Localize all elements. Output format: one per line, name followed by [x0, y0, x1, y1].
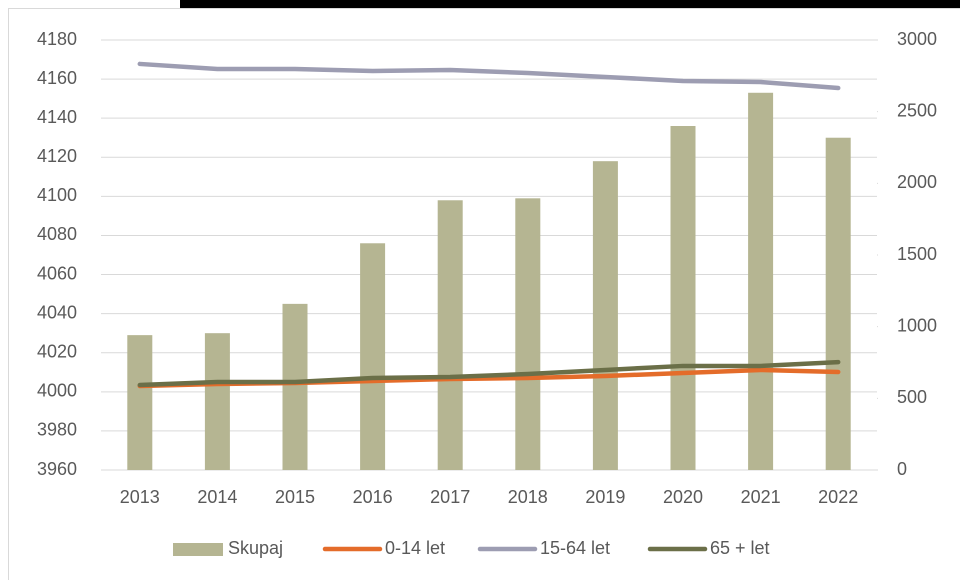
x-tick-label: 2020	[663, 487, 703, 507]
legend-label: Skupaj	[228, 538, 283, 558]
y-tick-label: 4180	[37, 29, 77, 49]
y-tick-label: 3960	[37, 459, 77, 479]
bar	[360, 243, 385, 470]
legend-swatch	[173, 543, 223, 556]
y2-tick-label: 2500	[897, 100, 937, 120]
x-tick-label: 2018	[508, 487, 548, 507]
y2-tick-label: 500	[897, 387, 927, 407]
top-bar	[180, 0, 960, 8]
x-tick-label: 2019	[585, 487, 625, 507]
bar	[438, 200, 463, 470]
x-tick-label: 2022	[818, 487, 858, 507]
x-tick-label: 2015	[275, 487, 315, 507]
y2-tick-label: 1500	[897, 244, 937, 264]
legend-label: 65 + let	[710, 538, 770, 558]
x-tick-label: 2017	[430, 487, 470, 507]
bar	[283, 304, 308, 470]
bar	[593, 161, 618, 470]
bar	[671, 126, 696, 470]
legend-label: 0-14 let	[385, 538, 445, 558]
bar	[515, 198, 540, 470]
bar	[127, 335, 152, 470]
y2-tick-label: 0	[897, 459, 907, 479]
y2-tick-label: 3000	[897, 29, 937, 49]
bar	[826, 138, 851, 470]
x-tick-label: 2013	[120, 487, 160, 507]
y-tick-label: 4060	[37, 263, 77, 283]
x-tick-label: 2016	[353, 487, 393, 507]
y-tick-label: 4000	[37, 381, 77, 401]
y2-tick-label: 1000	[897, 315, 937, 335]
bar	[748, 93, 773, 470]
y-tick-label: 3980	[37, 420, 77, 440]
y-tick-label: 4160	[37, 68, 77, 88]
y-tick-label: 4100	[37, 185, 77, 205]
y-tick-label: 4140	[37, 107, 77, 127]
x-tick-label: 2021	[741, 487, 781, 507]
x-tick-label: 2014	[197, 487, 237, 507]
y2-tick-label: 2000	[897, 172, 937, 192]
y-tick-label: 4020	[37, 341, 77, 361]
y-tick-label: 4120	[37, 146, 77, 166]
legend-label: 15-64 let	[540, 538, 610, 558]
y-tick-label: 4080	[37, 224, 77, 244]
y-tick-label: 4040	[37, 302, 77, 322]
bar	[205, 333, 230, 470]
